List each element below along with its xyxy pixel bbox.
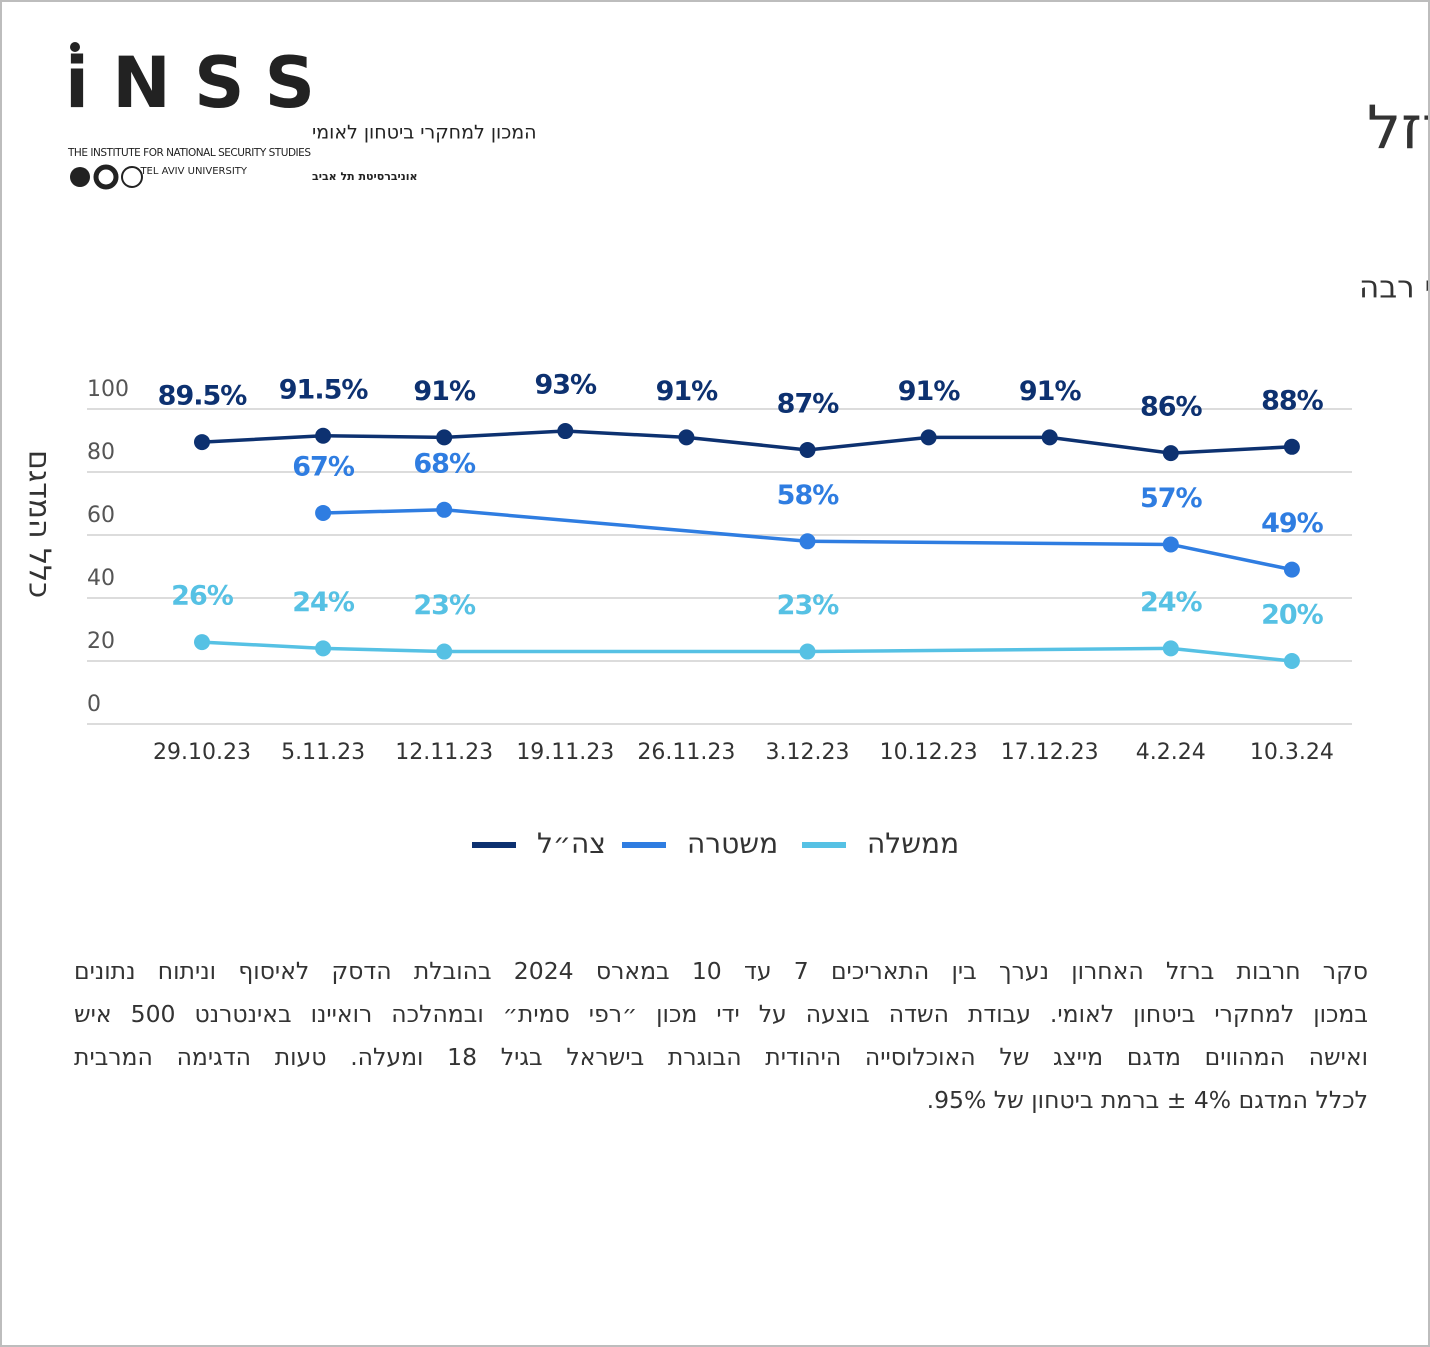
data-point (1283, 561, 1300, 578)
data-label: 91.5% (279, 374, 369, 405)
data-label: 86% (1140, 392, 1203, 423)
data-point (1162, 640, 1179, 657)
series-line (442, 508, 810, 544)
data-label: 24% (1140, 587, 1203, 618)
logo-dot (70, 42, 80, 52)
data-point (678, 429, 695, 446)
x-tick-label: 3.12.23 (766, 740, 850, 765)
note: סקר חרבות ברזל האחרון נערך בין התאריכים … (74, 950, 1368, 1122)
data-point (1162, 536, 1179, 553)
logo-mark: iNSS (65, 42, 315, 124)
data-point (436, 643, 453, 660)
x-tick-label: 19.11.23 (516, 740, 614, 765)
note-line: לכלל המדגם 4% ± ברמת ביטחון של 95%. (926, 1086, 1368, 1114)
data-label: 57% (1140, 483, 1203, 514)
series-line (805, 435, 931, 452)
data-point (557, 423, 574, 440)
y-tick-label: 60 (87, 503, 115, 528)
data-label: 91% (898, 376, 961, 407)
logo-university-en: TEL AVIV UNIVERSITY (139, 166, 247, 177)
data-label: 24% (292, 587, 355, 618)
x-tick-label: 4.2.24 (1136, 740, 1206, 765)
y-tick-label: 100 (87, 377, 129, 402)
data-point (1162, 445, 1179, 462)
y-tick-label: 20 (87, 629, 115, 654)
note-line: ואישה המהווים מדגם מייצג של האוכלוסייה ה… (74, 1043, 1368, 1071)
data-point (436, 501, 453, 518)
legend-label: ממשלה (867, 827, 959, 860)
logo-icon (121, 166, 143, 188)
logo-name-en: THE INSTITUTE FOR NATIONAL SECURITY STUD… (67, 147, 311, 159)
data-label: 67% (292, 451, 355, 482)
y-tick-label: 40 (87, 566, 115, 591)
data-label: 23% (777, 590, 840, 621)
series-line (684, 435, 810, 452)
logo-name-he: המכון למחקרי ביטחון לאומי (312, 122, 537, 144)
data-label: 88% (1261, 385, 1324, 416)
data-point (315, 640, 332, 657)
series-line (200, 640, 325, 651)
data-point (920, 429, 937, 446)
data-label: 91% (656, 376, 719, 407)
x-tick-label: 29.10.23 (153, 740, 251, 765)
series-line (805, 646, 1173, 654)
data-point (1041, 429, 1058, 446)
data-point (799, 643, 816, 660)
data-label: 93% (534, 370, 597, 401)
data-label: 91% (413, 376, 476, 407)
series-line (1047, 435, 1173, 455)
logo-icon (70, 167, 90, 187)
data-label: 49% (1261, 508, 1324, 539)
series-line (200, 434, 325, 444)
note-line: סקר חרבות ברזל האחרון נערך בין התאריכים … (74, 957, 1368, 985)
data-label: 89.5% (158, 381, 248, 412)
data-point (315, 504, 332, 521)
series-line (1169, 542, 1294, 572)
series-line (321, 434, 446, 440)
x-tick-label: 17.12.23 (1001, 740, 1099, 765)
note-line: במכון למחקרי ביטחון לאומי. עבודת השדה בו… (74, 1000, 1368, 1028)
series-line (1169, 445, 1294, 455)
data-label: 91% (1019, 376, 1082, 407)
x-tick-label: 26.11.23 (637, 740, 735, 765)
series-line (442, 429, 568, 440)
series-line (563, 429, 689, 440)
data-label: 26% (171, 581, 234, 612)
x-tick-label: 10.12.23 (880, 740, 978, 765)
data-label: 23% (413, 590, 476, 621)
data-label: 68% (413, 448, 476, 479)
y-axis-label: כלל המדגם (22, 450, 57, 598)
page-title: ממצאי סקר חרבות ברזל (1367, 94, 1428, 164)
series-line (321, 646, 446, 654)
logo-icon (93, 164, 119, 190)
logo-university-he: אוניברסיטת תל אביב (312, 170, 418, 183)
data-point (194, 434, 210, 451)
series-line (805, 539, 1173, 547)
series-line (321, 508, 446, 515)
data-point (799, 533, 816, 550)
data-point (1283, 438, 1300, 455)
data-point (799, 441, 816, 458)
data-point (194, 634, 210, 651)
data-point (436, 429, 453, 446)
data-point (1283, 653, 1300, 669)
x-tick-label: 10.3.24 (1250, 740, 1334, 765)
chart-title: שיעור המשיבים שהביעו אמון במוסדות – במיד… (1359, 270, 1428, 306)
y-tick-label: 0 (87, 692, 101, 717)
data-point (315, 427, 332, 444)
x-tick-label: 5.11.23 (281, 740, 365, 765)
x-tick-label: 12.11.23 (395, 740, 493, 765)
series-line (1169, 646, 1294, 663)
legend-label: צה״ל (537, 827, 606, 860)
legend-label: משטרה (687, 827, 778, 860)
y-tick-label: 80 (87, 440, 115, 465)
data-label: 20% (1261, 600, 1324, 631)
data-label: 58% (777, 480, 840, 511)
data-label: 87% (777, 388, 840, 419)
